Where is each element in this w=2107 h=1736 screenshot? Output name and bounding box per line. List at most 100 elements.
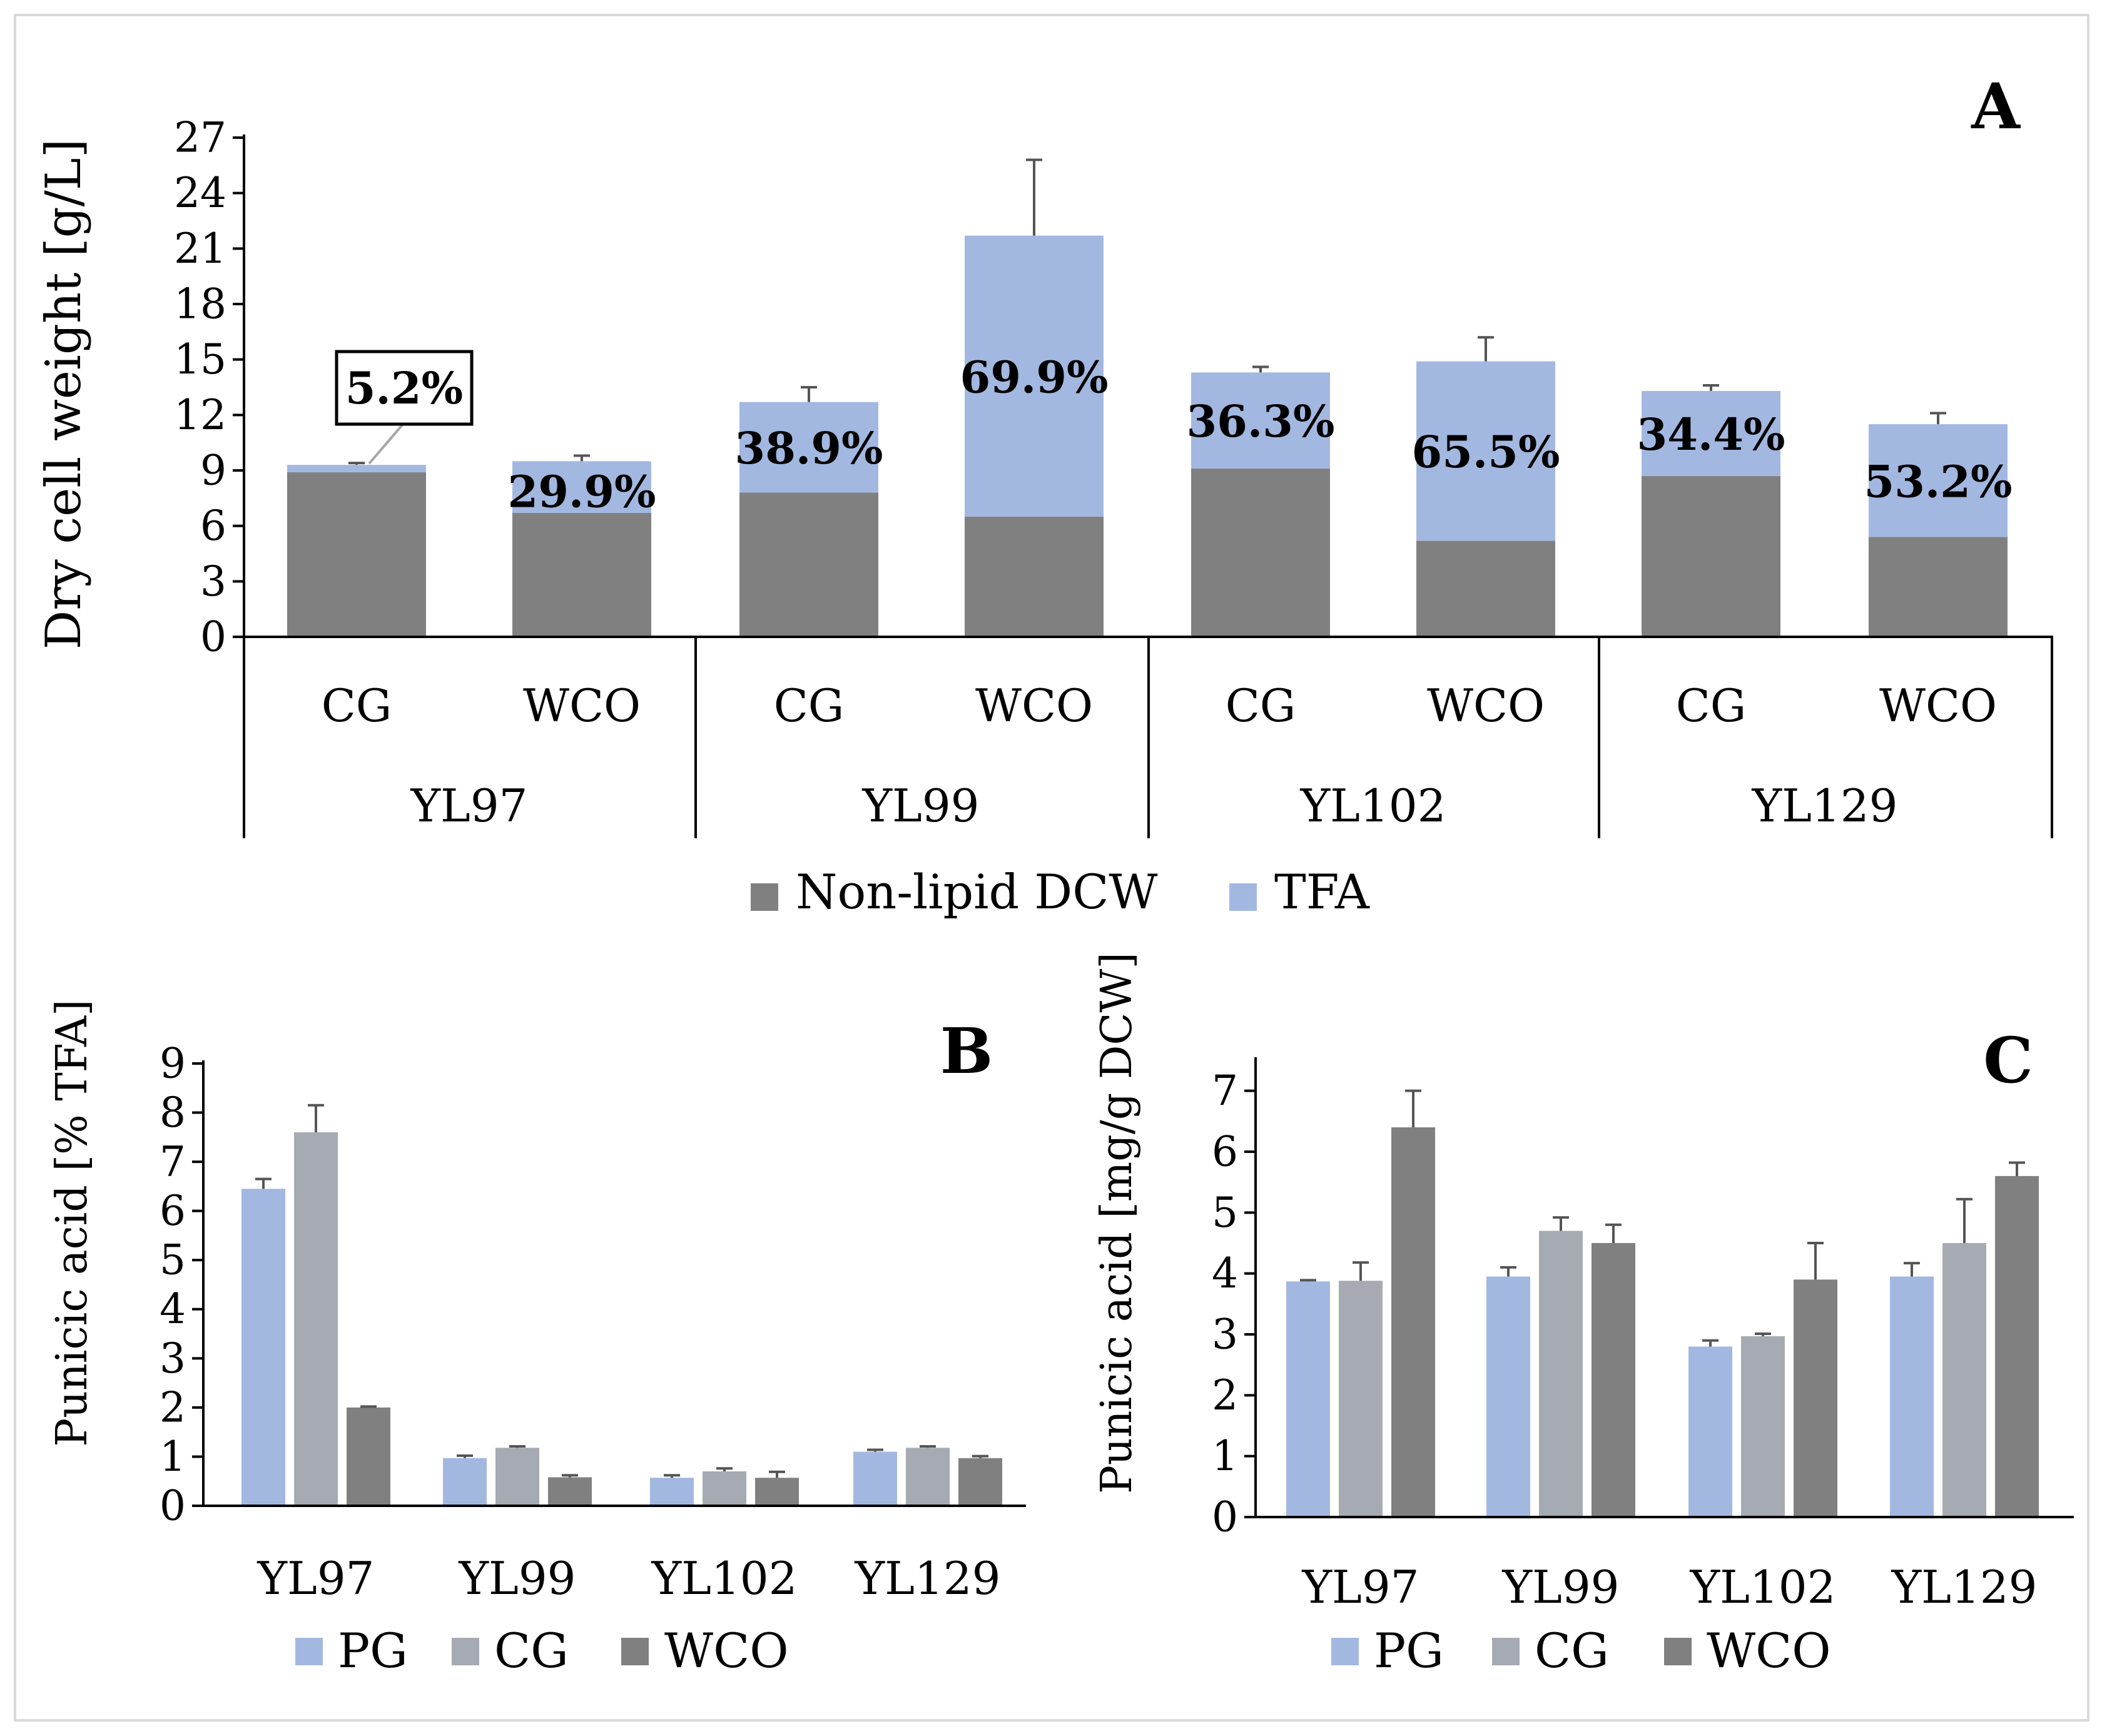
bar-cg [495, 1448, 539, 1506]
x-tick-label: YL97 [257, 1552, 375, 1605]
legend-label-wco: WCO [664, 1623, 789, 1678]
x-tick-label: CG [1226, 679, 1296, 732]
y-tick-label: 3 [160, 1334, 186, 1383]
bar-wco [755, 1478, 799, 1506]
y-tick-label: 6 [200, 502, 226, 550]
y-tick-label: 6 [1212, 1127, 1238, 1175]
x-group-label: YL99 [862, 779, 980, 832]
y-tick-label: 0 [160, 1481, 186, 1530]
bar-pg [1286, 1281, 1330, 1517]
bar-wco [958, 1458, 1002, 1506]
bar-cg [1339, 1281, 1383, 1517]
bar-wco [1995, 1175, 2039, 1517]
x-group-label: YL129 [1752, 779, 1898, 832]
x-group-label: YL102 [1300, 779, 1446, 832]
legend-label-cg: CG [1535, 1623, 1609, 1678]
y-tick-label: 15 [174, 335, 226, 383]
panel-c: C Punicic acid [mg/g DCW] 0 1 2 3 4 5 6 7 YL97 … [1092, 952, 2074, 1678]
bar-pg [241, 1189, 285, 1506]
panel-a-data-labels: 5.2% 29.9% 38.9% 69.9% 36.3% 65.5% 34.4% 53.2% [335, 350, 2013, 518]
panel-c-x-axis: YL97 YL99 YL102 YL129 [1256, 1516, 2074, 1613]
y-tick-label: 24 [174, 169, 226, 217]
y-tick-label: 1 [160, 1433, 186, 1481]
bar-wco [548, 1477, 592, 1506]
bar-cg [1741, 1336, 1785, 1517]
data-label: 53.2% [1864, 455, 2012, 507]
callout-box [335, 350, 474, 426]
bar-tfa [1416, 361, 1555, 541]
panel-c-label: C [1983, 1023, 2033, 1097]
legend-label-tfa: TFA [1274, 864, 1370, 920]
panel-b-ylabel: Punicic acid [% TFA] [48, 999, 97, 1446]
x-tick-label: CG [774, 679, 845, 732]
panel-b-x-axis: YL97 YL99 YL102 YL129 [203, 1505, 1026, 1605]
bar-non-lipid [512, 512, 651, 637]
panel-c-bars [1286, 1089, 2039, 1517]
data-label: 5.2% [345, 362, 463, 414]
y-tick-label: 1 [1212, 1432, 1238, 1480]
x-tick-label: WCO [975, 679, 1093, 732]
y-tick-label: 4 [1212, 1249, 1238, 1297]
legend-swatch-pg [1331, 1638, 1359, 1665]
y-tick-label: 2 [160, 1383, 186, 1431]
bar-cg [294, 1132, 338, 1506]
legend-label-wco: WCO [1707, 1623, 1831, 1678]
x-tick-label: YL102 [651, 1552, 798, 1605]
bar-pg [853, 1451, 897, 1506]
bar-wco [1794, 1279, 1837, 1517]
panel-c-legend: PG CG WCO [1331, 1623, 1831, 1678]
bar-non-lipid [287, 472, 426, 637]
y-tick-label: 2 [1212, 1371, 1238, 1419]
legend-label-pg: PG [1374, 1623, 1444, 1678]
y-tick-label: 21 [174, 225, 226, 273]
y-tick-label: 18 [174, 280, 226, 328]
bar-non-lipid [1869, 537, 2008, 637]
legend-label-pg: PG [338, 1623, 408, 1678]
panel-b-bars [241, 1104, 1002, 1506]
x-tick-label: WCO [523, 679, 641, 732]
panel-c-y-ticks: 0 1 2 3 4 5 6 7 [1212, 1057, 1257, 1541]
bar-wco [1391, 1127, 1435, 1517]
bar-non-lipid [1642, 475, 1780, 637]
legend-swatch-cg [1492, 1638, 1520, 1665]
bar-pg [650, 1478, 694, 1506]
bar-tfa [965, 235, 1104, 517]
x-tick-label: YL97 [1302, 1561, 1419, 1613]
bar-pg [1486, 1276, 1530, 1517]
panel-b-legend: PG CG WCO [295, 1623, 789, 1678]
bar-non-lipid [1416, 541, 1555, 637]
legend-swatch-pg [295, 1638, 323, 1665]
x-tick-label: YL129 [1891, 1561, 2038, 1613]
legend-swatch-wco [1664, 1638, 1692, 1665]
y-tick-label: 9 [160, 1039, 186, 1087]
y-tick-label: 5 [160, 1236, 186, 1284]
y-tick-label: 12 [174, 391, 226, 439]
bar-tfa [1869, 424, 2008, 537]
bar-cg [906, 1448, 950, 1506]
panel-a-label: A [1971, 69, 2021, 143]
bar-tfa [1642, 390, 1780, 476]
bar-non-lipid [965, 516, 1104, 637]
bar-pg [443, 1458, 487, 1506]
data-label: 34.4% [1637, 409, 1785, 460]
x-group-label: YL97 [410, 779, 528, 832]
y-tick-label: 7 [160, 1138, 186, 1186]
bar-cg [1942, 1243, 1986, 1517]
y-tick-label: 27 [174, 113, 226, 161]
bar-cg [703, 1471, 746, 1506]
panel-a-x-axis: CG WCO CG WCO CG WCO CG WCO YL97 YL99 YL… [243, 636, 2053, 838]
y-tick-label: 0 [1212, 1493, 1238, 1541]
panel-c-ylabel: Punicic acid [mg/g DCW] [1092, 952, 1142, 1494]
legend-label-cg: CG [494, 1623, 569, 1678]
y-tick-label: 6 [160, 1187, 186, 1235]
panel-a: A Dry cell weight [g/L] 0 3 6 9 12 15 18 21 24 27… [36, 69, 2053, 920]
y-tick-label: 3 [200, 557, 226, 606]
bar-non-lipid [1191, 469, 1330, 637]
x-tick-label: WCO [1879, 679, 1997, 732]
y-tick-label: 5 [1212, 1189, 1238, 1237]
bar-wco [1592, 1243, 1635, 1517]
bar-wco [347, 1407, 390, 1506]
legend-swatch-cg [452, 1638, 479, 1665]
